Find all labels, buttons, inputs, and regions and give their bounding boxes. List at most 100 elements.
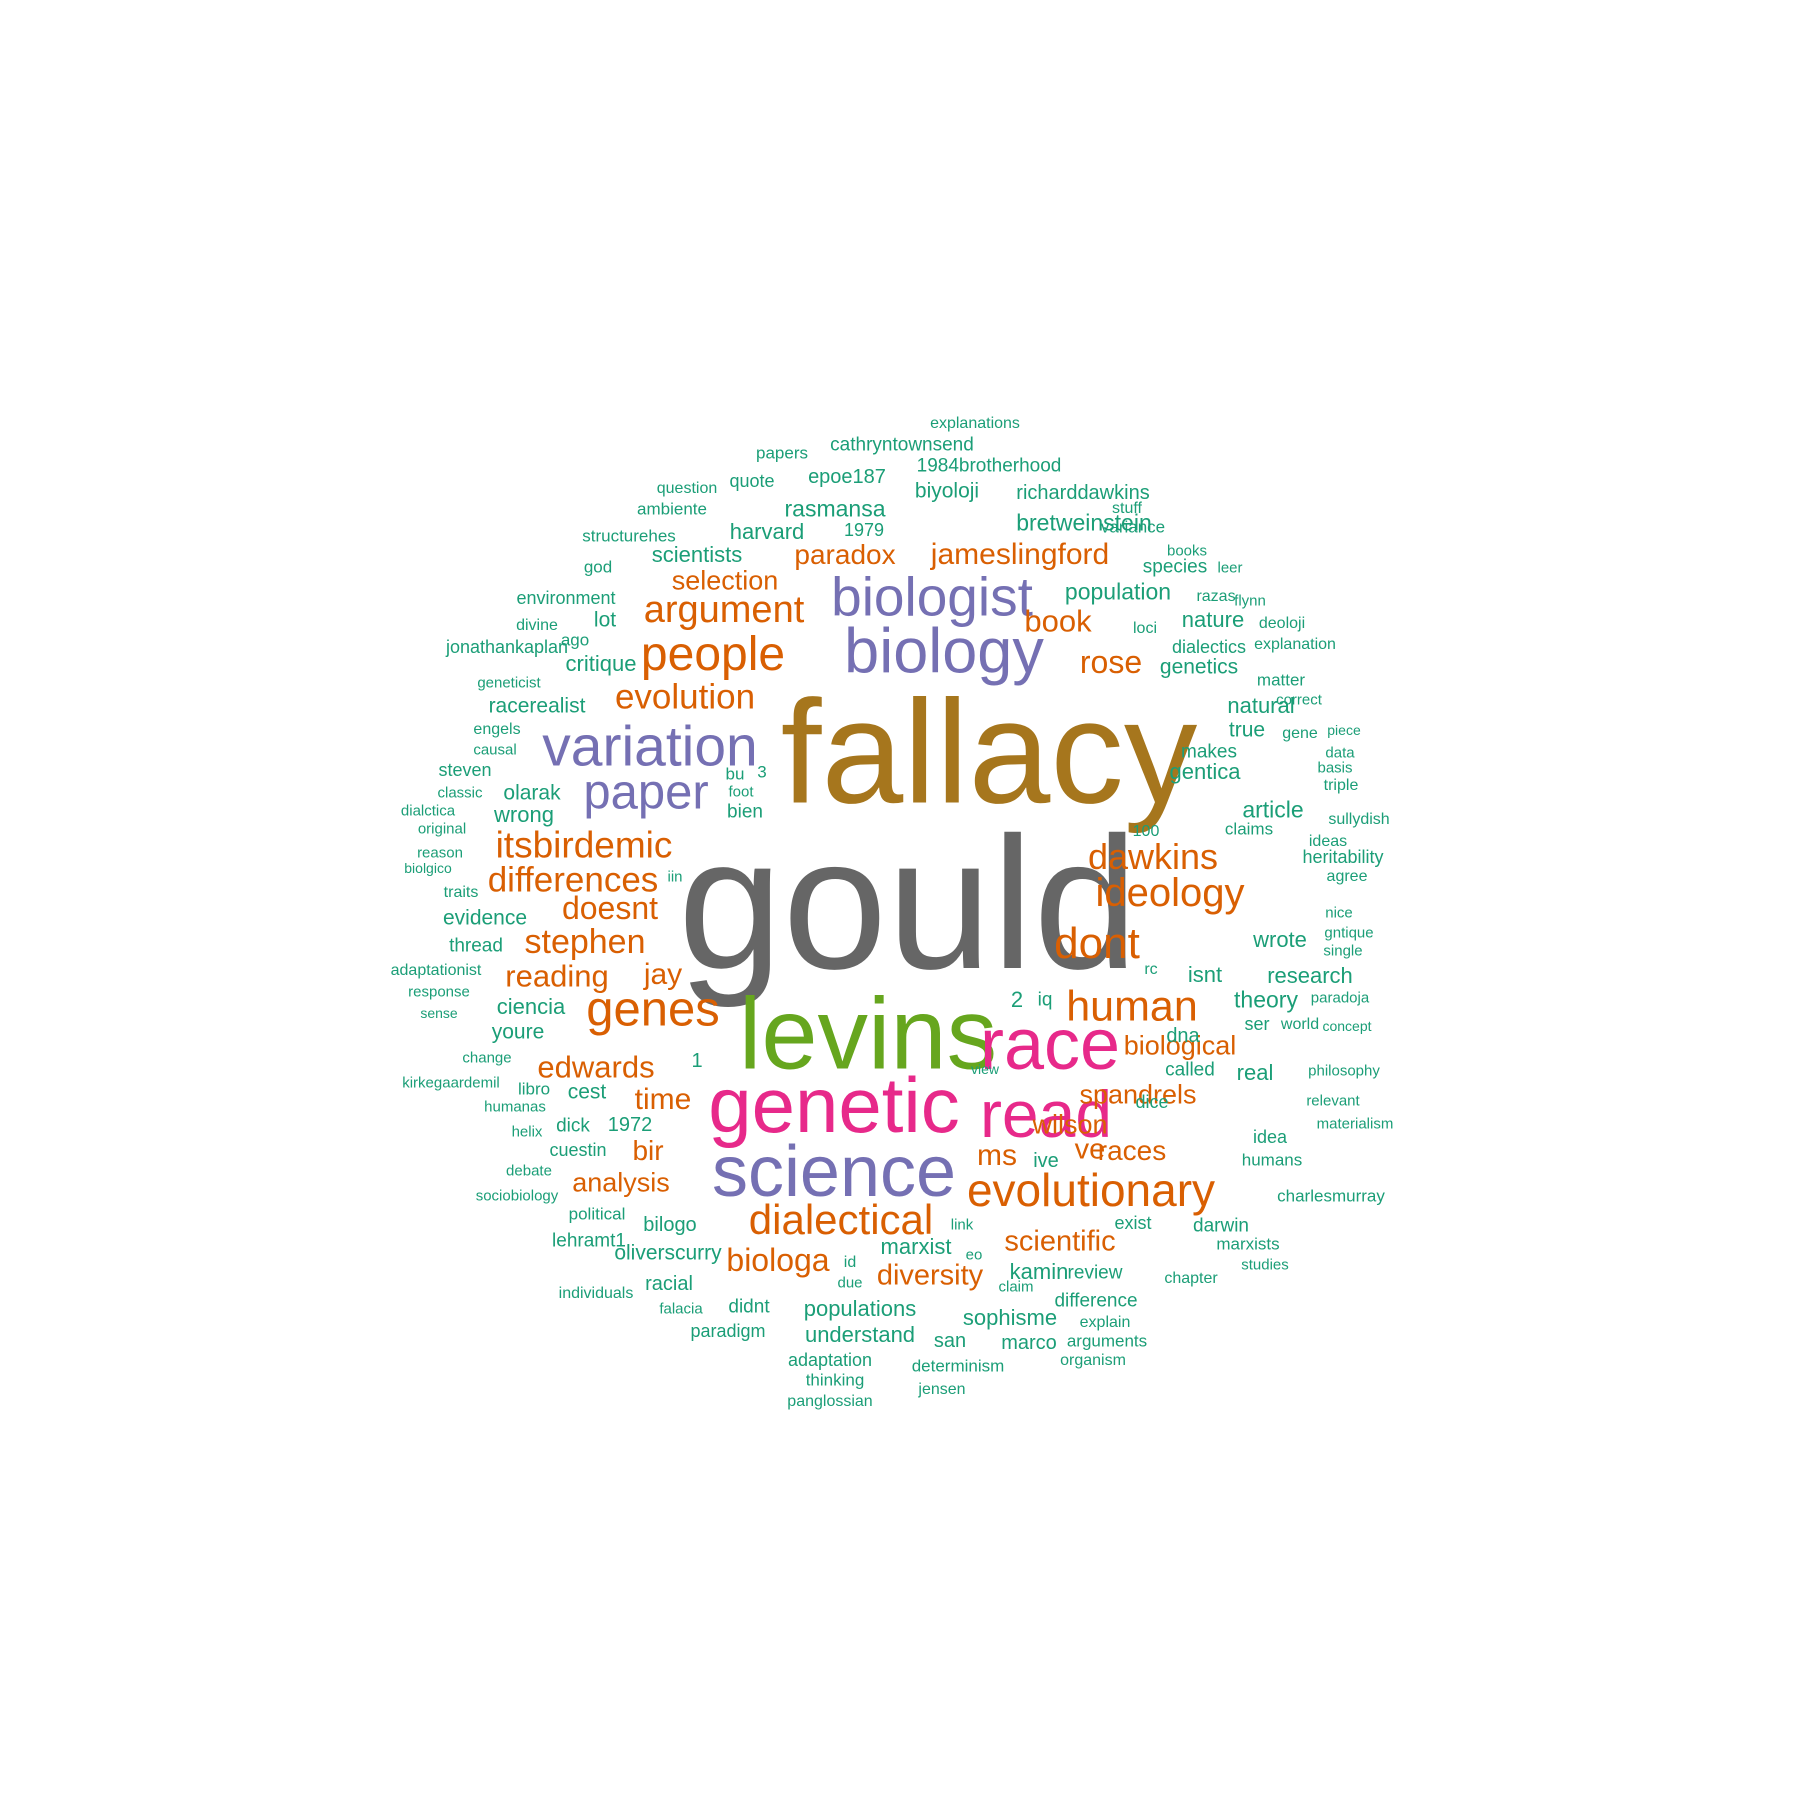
word-kamin: kamin	[1009, 1259, 1069, 1284]
word-3: 3	[757, 762, 767, 782]
word-humanas: humanas	[484, 1098, 546, 1116]
word-individuals: individuals	[558, 1285, 634, 1302]
word-race: race	[979, 1005, 1121, 1085]
word-species: species	[1142, 556, 1208, 578]
word-harvard: harvard	[729, 519, 805, 544]
word-makes: makes	[1181, 741, 1237, 763]
word-geneticist: geneticist	[477, 674, 541, 692]
word-claim: claim	[998, 1278, 1034, 1296]
word-argument: argument	[643, 589, 805, 631]
word-traits: traits	[443, 884, 479, 901]
word-iin: iin	[667, 868, 683, 886]
word-doesnt: doesnt	[561, 890, 659, 926]
word-ambiente: ambiente	[637, 499, 707, 519]
word-books: books	[1166, 542, 1208, 560]
word-wrong: wrong	[494, 802, 554, 827]
word-1: 1	[691, 1050, 703, 1072]
word-thinking: thinking	[805, 1370, 865, 1390]
word-sullydish: sullydish	[1328, 811, 1390, 828]
word-biyoloji: biyoloji	[914, 479, 980, 503]
word-biolgico: biolgico	[404, 860, 452, 876]
word-single: single	[1323, 942, 1363, 960]
word-data: data	[1325, 744, 1355, 762]
word-thread: thread	[449, 935, 503, 957]
word-isnt: isnt	[1187, 962, 1223, 987]
word-ideas: ideas	[1308, 833, 1348, 850]
word-razas: razas	[1196, 588, 1236, 605]
word-heritability: heritability	[1302, 847, 1384, 867]
word-youre: youre	[491, 1020, 545, 1044]
word-races: races	[1097, 1135, 1167, 1166]
word-dice: dice	[1135, 1092, 1169, 1112]
word-foot: foot	[728, 783, 754, 801]
word-biology: biology	[844, 616, 1044, 687]
word-variation: variation	[542, 714, 758, 779]
word-called: called	[1165, 1059, 1215, 1081]
word-wilson: wilson	[1032, 1109, 1108, 1140]
word-steven: steven	[438, 760, 492, 780]
word-science: science	[711, 1132, 957, 1212]
word-ciencia: ciencia	[496, 994, 566, 1019]
word-dick: dick	[556, 1115, 590, 1137]
word-jonathankaplan: jonathankaplan	[445, 637, 569, 657]
word-2: 2	[1010, 987, 1024, 1012]
word-ms: ms	[977, 1139, 1017, 1172]
word-dna: dna	[1166, 1025, 1200, 1047]
word-change: change	[462, 1049, 512, 1067]
word-time: time	[634, 1083, 692, 1116]
word-genetics: genetics	[1159, 655, 1239, 679]
word-jameslingford: jameslingford	[930, 538, 1110, 571]
word-matter: matter	[1256, 670, 1306, 690]
word-eo: eo	[965, 1246, 983, 1264]
word-reason: reason	[417, 844, 463, 862]
word-selection: selection	[671, 565, 779, 596]
word-sense: sense	[420, 1005, 458, 1021]
word-lot: lot	[593, 608, 617, 632]
word-bilogo: bilogo	[643, 1214, 697, 1236]
word-dialectical: dialectical	[748, 1196, 934, 1243]
word-research: research	[1267, 963, 1353, 988]
word-dont: dont	[1054, 919, 1140, 968]
word-relevant: relevant	[1306, 1092, 1360, 1110]
word-idea: idea	[1252, 1127, 1288, 1147]
word-ve: ve	[1074, 1133, 1106, 1166]
word-biologa: biologa	[726, 1242, 830, 1278]
word-gene: gene	[1282, 725, 1318, 742]
word-paper: paper	[583, 765, 709, 820]
word-biologist: biologist	[831, 565, 1033, 628]
word-book: book	[1024, 603, 1092, 639]
word-critique: critique	[565, 651, 637, 676]
word-richarddawkins: richarddawkins	[1016, 482, 1150, 504]
word-wrote: wrote	[1253, 927, 1307, 952]
word-bretweinstein: bretweinstein	[1016, 509, 1152, 536]
word-papers: papers	[756, 443, 808, 463]
word-dialectics: dialectics	[1171, 637, 1247, 657]
word-humans: humans	[1241, 1150, 1303, 1170]
word-bir: bir	[632, 1135, 664, 1166]
word-lehramt1: lehramt1	[552, 1230, 626, 1252]
word-correct: correct	[1276, 691, 1322, 709]
word-true: true	[1228, 718, 1266, 742]
word-agree: agree	[1326, 868, 1368, 885]
word-racial: racial	[645, 1273, 693, 1295]
word-stuff: stuff	[1112, 500, 1142, 517]
word-racerealist: racerealist	[488, 694, 586, 718]
word-environment: environment	[516, 588, 616, 608]
word-evolutionary: evolutionary	[966, 1164, 1216, 1216]
word-response: response	[408, 983, 470, 1001]
word-epoe187: epoe187	[808, 466, 886, 488]
word-causal: causal	[473, 741, 517, 759]
word-paradox: paradox	[794, 539, 896, 570]
word-gentica: gentica	[1169, 759, 1241, 784]
word-explanation: explanation	[1254, 636, 1336, 653]
word-classic: classic	[437, 784, 483, 802]
word-divine: divine	[516, 617, 558, 634]
word-rc: rc	[1144, 961, 1158, 978]
word-chapter: chapter	[1164, 1270, 1218, 1287]
word-deoloji: deoloji	[1258, 615, 1306, 632]
word-diversity: diversity	[876, 1259, 984, 1292]
word-spandrels: spandrels	[1079, 1079, 1197, 1110]
word-people: people	[640, 628, 786, 681]
word-variance: variance	[1100, 517, 1166, 537]
